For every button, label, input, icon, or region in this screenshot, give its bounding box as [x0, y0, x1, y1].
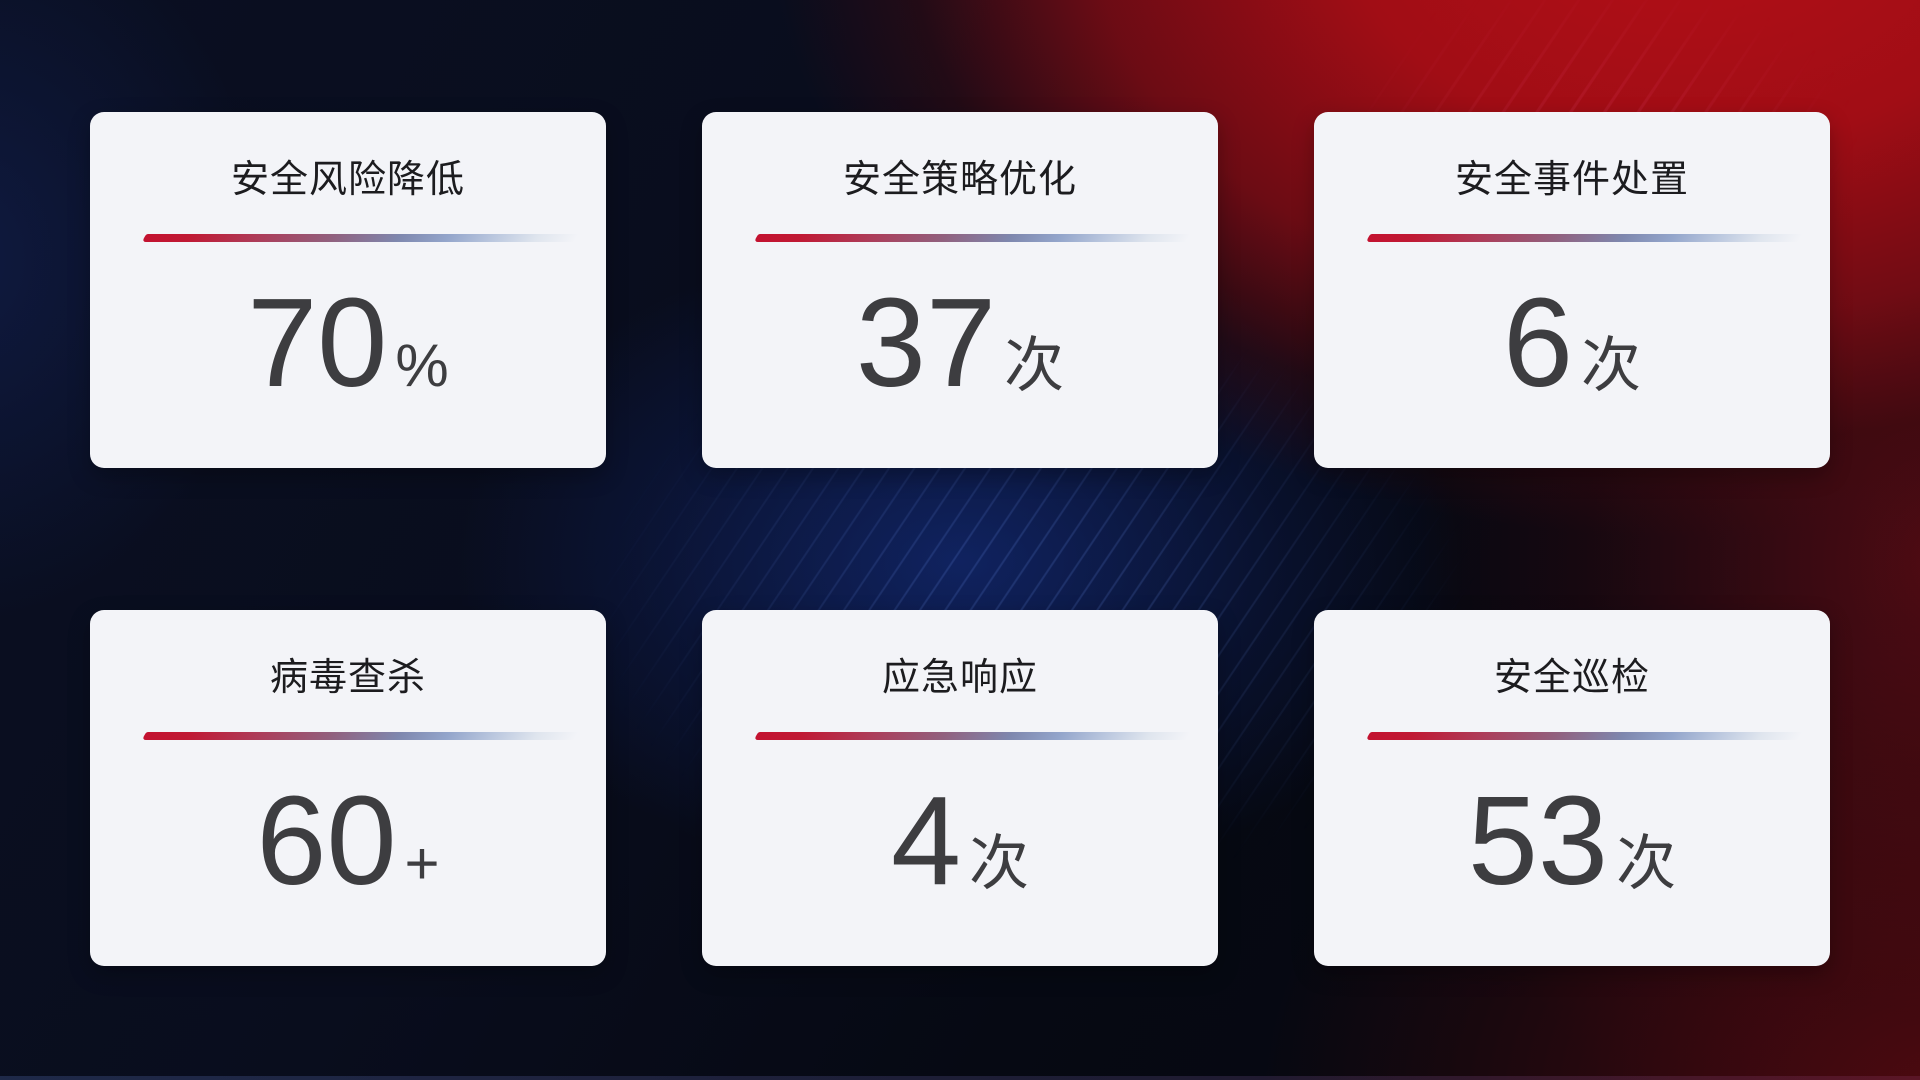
stat-card-value: 70 % — [90, 280, 606, 406]
stat-card-security-risk-reduction: 安全风险降低 70 % — [90, 112, 606, 468]
stat-number: 6 — [1502, 272, 1574, 413]
stat-card-title: 安全事件处置 — [1454, 159, 1689, 201]
stat-unit: 次 — [1581, 332, 1642, 399]
stat-number: 53 — [1467, 770, 1609, 911]
gradient-divider — [1365, 732, 1817, 740]
stat-unit: 次 — [1004, 332, 1065, 399]
stat-unit: % — [395, 332, 449, 399]
bottom-edge-highlight — [0, 1076, 1920, 1080]
gradient-divider — [141, 234, 593, 242]
gradient-divider — [753, 732, 1205, 740]
stat-card-security-inspection: 安全巡检 53 次 — [1314, 610, 1830, 966]
stat-card-title: 安全巡检 — [1493, 657, 1650, 699]
stat-card-value: 53 次 — [1314, 778, 1830, 904]
stat-card-title: 病毒查杀 — [269, 657, 426, 699]
stat-number: 37 — [855, 272, 997, 413]
stat-unit: 次 — [969, 830, 1030, 897]
stat-number: 70 — [247, 272, 388, 413]
stat-unit: + — [404, 830, 440, 897]
stat-card-title: 安全策略优化 — [842, 159, 1077, 201]
stat-card-value: 6 次 — [1314, 280, 1830, 406]
stat-card-security-policy-optimization: 安全策略优化 37 次 — [702, 112, 1218, 468]
stat-card-value: 37 次 — [702, 280, 1218, 406]
stat-card-title: 应急响应 — [881, 657, 1038, 699]
stat-card-virus-scan: 病毒查杀 60 + — [90, 610, 606, 966]
stat-card-value: 60 + — [90, 778, 606, 904]
stat-card-value: 4 次 — [702, 778, 1218, 904]
stat-card-security-incident-handling: 安全事件处置 6 次 — [1314, 112, 1830, 468]
stat-unit: 次 — [1616, 830, 1677, 897]
stat-card-emergency-response: 应急响应 4 次 — [702, 610, 1218, 966]
stat-number: 60 — [256, 770, 397, 911]
gradient-divider — [141, 732, 593, 740]
gradient-divider — [753, 234, 1205, 242]
stat-number: 4 — [890, 770, 962, 911]
stat-card-title: 安全风险降低 — [230, 159, 465, 201]
gradient-divider — [1365, 234, 1817, 242]
